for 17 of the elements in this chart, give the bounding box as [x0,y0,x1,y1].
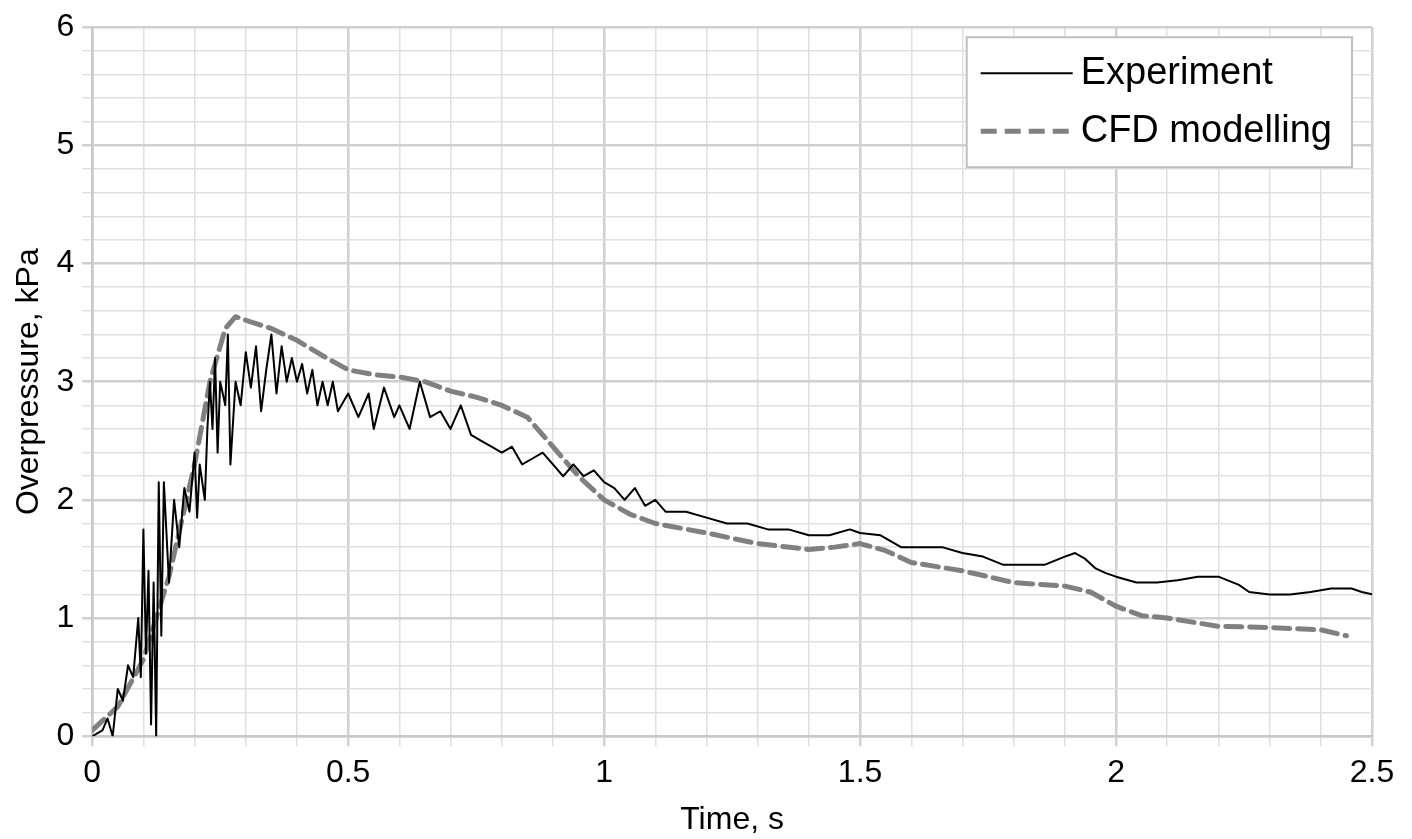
x-tick-label: 1.5 [837,753,883,790]
y-tick-label: 6 [56,7,75,44]
y-axis-title: Overpressure, kPa [9,248,46,516]
y-tick-label: 5 [56,125,75,162]
legend-label: CFD modelling [1080,107,1333,150]
y-tick-label: 1 [56,597,75,634]
x-axis-title: Time, s [680,799,784,836]
x-tick-label: 0.5 [325,753,371,790]
x-tick-label: 2.5 [1349,753,1395,790]
x-tick-label: 2 [1107,753,1125,790]
x-tick-label: 1 [595,753,614,790]
y-tick-label: 2 [56,479,75,516]
x-tick-label: 0 [83,753,102,790]
y-tick-label: 4 [56,243,75,280]
y-tick-label: 3 [56,361,75,398]
y-tick-label: 0 [56,716,75,753]
legend-label: Experiment [1080,49,1274,92]
